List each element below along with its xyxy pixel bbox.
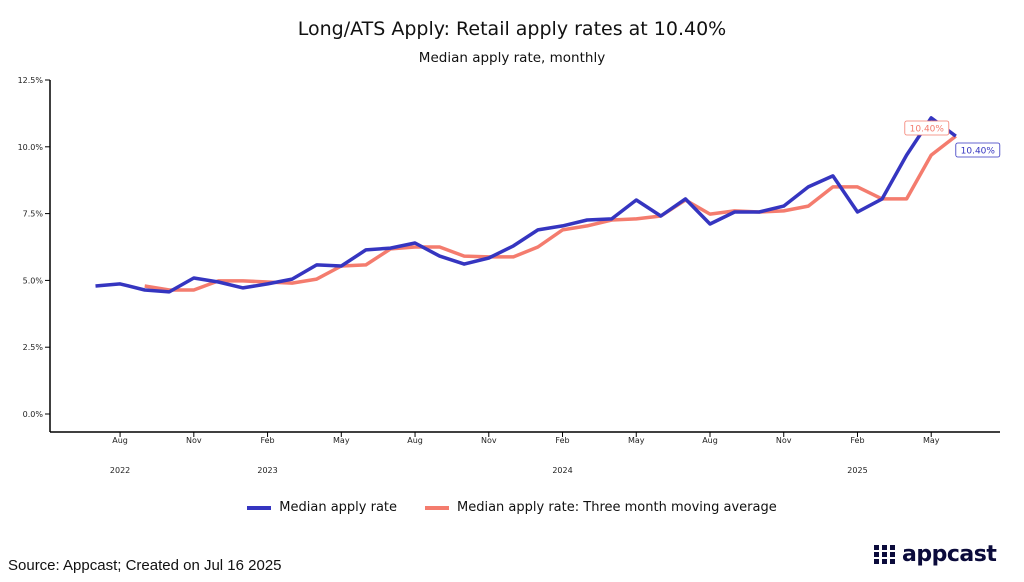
end-label-median-box — [955, 142, 1001, 158]
x-tick-label: Nov — [481, 436, 497, 445]
legend-label: Median apply rate: Three month moving av… — [457, 500, 777, 515]
y-tick-label: 7.5% — [23, 210, 44, 219]
x-tick-label: Feb — [850, 436, 864, 445]
x-tick-label: May — [923, 436, 940, 445]
x-tick-label: Aug — [407, 436, 423, 445]
x-tick-label: Feb — [555, 436, 569, 445]
year-label: 2025 — [847, 466, 867, 475]
end-label-median: 10.40% — [961, 147, 996, 157]
end-label-moving-average: 10.40% — [910, 125, 945, 135]
line-chart: 0.0% 2.5% 5.0% 7.5% 10.0% 12.5% Aug Nov Feb May Au… — [18, 76, 1001, 475]
y-tick-label: 5.0% — [23, 276, 44, 285]
legend-item-median[interactable]: Median apply rate — [247, 500, 397, 515]
x-tick-label: May — [628, 436, 645, 445]
chart-title: Long/ATS Apply: Retail apply rates at 10… — [297, 18, 727, 40]
legend-swatch — [425, 505, 450, 510]
legend-item-moving-average[interactable]: Median apply rate: Three month moving av… — [425, 500, 777, 515]
x-tick-label: Nov — [186, 436, 202, 445]
year-label: 2023 — [257, 466, 277, 475]
year-label: 2022 — [110, 466, 130, 475]
x-tick-label: May — [333, 436, 350, 445]
x-tick-label: Nov — [776, 436, 792, 445]
appcast-logo: appcast — [874, 542, 997, 567]
x-tick-label: Aug — [112, 436, 128, 445]
legend-swatch — [247, 505, 272, 510]
y-tick-label: 10.0% — [18, 143, 44, 152]
chart-subtitle: Median apply rate, monthly — [418, 50, 606, 66]
x-tick-label: Aug — [702, 436, 718, 445]
y-tick-label: 2.5% — [23, 343, 44, 352]
end-label-moving-average-box — [904, 120, 950, 136]
legend-label: Median apply rate — [279, 500, 398, 515]
legend: Median apply rate Median apply rate: Thr… — [0, 500, 1024, 515]
y-tick-label: 0.0% — [23, 410, 44, 419]
x-tick-label: Feb — [260, 436, 274, 445]
series-line-1 — [144, 134, 957, 292]
y-tick-label: 12.5% — [18, 76, 44, 85]
series-line-0 — [95, 116, 957, 294]
year-label: 2024 — [552, 466, 572, 475]
logo-dots-icon — [874, 545, 896, 564]
source-note: Source: Appcast; Created on Jul 16 2025 — [8, 557, 282, 574]
